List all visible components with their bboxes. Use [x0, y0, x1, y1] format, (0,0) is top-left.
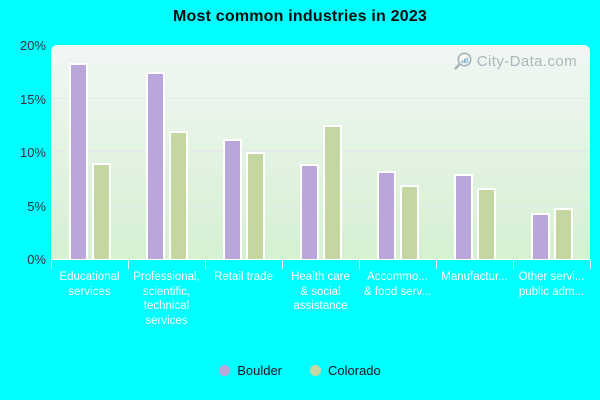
- x-tick-mark: [128, 260, 129, 269]
- category-label-line: services: [145, 314, 188, 327]
- bar-colorado: [245, 152, 265, 259]
- x-tick-mark: [590, 260, 591, 269]
- y-tick-label: 5%: [27, 198, 46, 214]
- legend-item-colorado: Colorado: [310, 363, 381, 378]
- bar-colorado: [399, 185, 419, 259]
- category-label-line: technical: [143, 300, 190, 312]
- x-tick-mark: [205, 260, 206, 269]
- legend-dot: [219, 365, 231, 376]
- bar-boulder: [453, 174, 473, 259]
- gridline: [51, 97, 590, 99]
- category-label: Retail trade: [214, 270, 273, 285]
- category-label-line: assistance: [293, 300, 348, 312]
- x-tick-mark: [513, 260, 514, 269]
- bar-boulder: [299, 163, 319, 259]
- category-label-line: Retail trade: [214, 271, 273, 283]
- bar-colorado: [91, 162, 111, 259]
- y-tick-label: 0%: [27, 252, 46, 267]
- category-label-line: Educational: [59, 271, 120, 283]
- x-tick-mark: [436, 260, 437, 269]
- city-data-logo-icon: [454, 52, 472, 70]
- bar-colorado: [553, 207, 573, 259]
- legend-dot: [310, 365, 322, 376]
- bar-boulder: [376, 171, 396, 259]
- bar-group: [205, 45, 282, 259]
- category-label-line: Professional,: [133, 271, 200, 283]
- category-label-line: Health care: [291, 271, 350, 283]
- category-label: Manufactur...: [441, 270, 507, 285]
- category-label-line: Manufactur...: [441, 271, 508, 283]
- watermark-text: City-Data.com: [476, 53, 577, 70]
- category-label-line: & social: [300, 285, 341, 298]
- category-label-line: Other servi...: [518, 271, 585, 283]
- category-label-line: scientific,: [142, 285, 191, 298]
- bar-group: [513, 45, 590, 259]
- bar-boulder: [68, 63, 88, 259]
- bar-colorado: [476, 188, 496, 259]
- category-label: Health care & social assistance: [291, 270, 350, 314]
- category-label-line: & food serv...: [364, 285, 431, 298]
- category-label-line: Accommo...: [367, 271, 428, 283]
- category-label: Professional, scientific, technical service…: [133, 270, 199, 328]
- legend-label: Colorado: [328, 363, 381, 378]
- bar-boulder: [222, 139, 242, 259]
- x-tick-mark: [359, 260, 360, 269]
- bar-boulder: [145, 71, 165, 259]
- y-tick-label: 10%: [19, 145, 46, 160]
- bar-group: [128, 45, 205, 259]
- bar-colorado: [322, 125, 342, 259]
- gridline: [51, 151, 590, 152]
- bar-group: [436, 45, 513, 259]
- y-tick-label: 15%: [19, 91, 46, 107]
- category-label: Educational services: [59, 270, 119, 299]
- category-label-line: services: [68, 285, 111, 298]
- plot-area: City-Data.com: [51, 45, 590, 260]
- legend-label: Boulder: [237, 363, 283, 378]
- x-axis-labels: Educational services Professional, scientif…: [51, 270, 590, 340]
- chart-title: Most common industries in 2023: [172, 8, 428, 25]
- legend-item-boulder: Boulder: [219, 363, 282, 378]
- bar-group: [51, 45, 128, 259]
- x-tick-mark: [282, 260, 283, 269]
- legend: Boulder Colorado: [0, 363, 600, 378]
- category-label: Accommo... & food serv...: [364, 270, 431, 299]
- category-label-line: public adm...: [518, 285, 585, 298]
- gridline: [51, 204, 590, 206]
- x-tick-mark: [51, 260, 52, 269]
- y-tick-label: 20%: [19, 38, 46, 53]
- bar-group: [282, 45, 359, 259]
- bar-boulder: [530, 213, 550, 259]
- bar-colorado: [168, 130, 188, 259]
- category-label: Other servi... public adm...: [519, 270, 585, 299]
- bar-group: [359, 45, 436, 259]
- watermark: City-Data.com: [453, 51, 577, 72]
